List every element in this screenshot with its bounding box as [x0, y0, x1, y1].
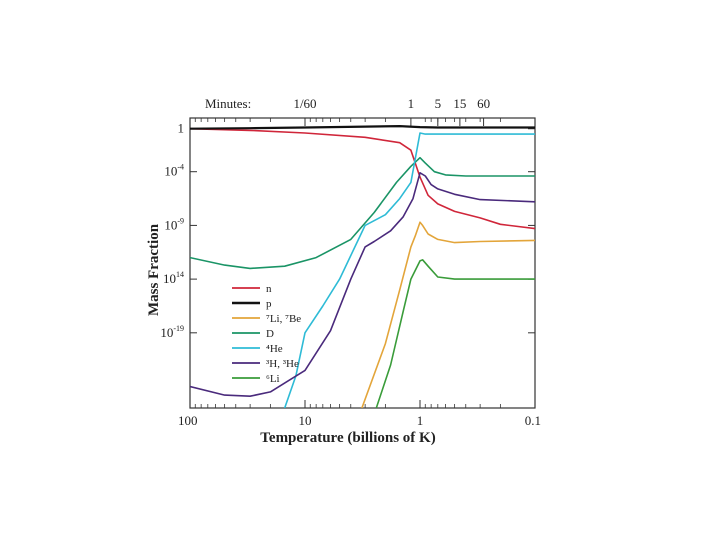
series-line-li-be — [361, 221, 535, 408]
series-line-li — [375, 258, 535, 408]
x-tick-label: 10 — [299, 413, 312, 428]
ticks-layer — [189, 118, 536, 408]
top-tick-label: 15 — [453, 96, 466, 111]
legend-label: ³H, ³He — [266, 358, 299, 370]
y-tick-label: 1 — [178, 121, 185, 136]
top-tick-label: 1/60 — [293, 96, 316, 111]
legend-label: D — [266, 328, 274, 340]
series-line-h-he — [190, 172, 535, 398]
x-tick-label: 1 — [417, 413, 424, 428]
y-axis-title: Mass Fraction — [146, 223, 162, 316]
y-tick-label: 10-4 — [164, 163, 184, 179]
top-axis-label: Minutes: — [205, 96, 251, 111]
legend-label: n — [266, 283, 272, 295]
legend: np ⁷Li, ⁷Be D ⁴He ³H, ³He ⁶Li — [232, 283, 301, 385]
series-line-d — [190, 156, 535, 270]
y-tick-label: 1014 — [163, 270, 184, 286]
legend-label: p — [266, 298, 272, 310]
plot-frame — [189, 117, 536, 409]
x-tick-label: 0.1 — [525, 413, 541, 428]
series-line-p — [190, 124, 535, 130]
y-tick-label: 10-19 — [160, 324, 184, 340]
series-line-he — [283, 132, 535, 408]
x-tick-label: 100 — [178, 413, 198, 428]
legend-label: ⁴He — [266, 343, 283, 355]
y-tick-label: 10-9 — [164, 216, 184, 232]
x-axis-title: Temperature (billions of K) — [260, 430, 435, 446]
legend-label: ⁷Li, ⁷Be — [266, 313, 301, 325]
series-line-n — [190, 127, 535, 230]
legend-label: ⁶Li — [266, 373, 280, 385]
series-layer — [190, 124, 535, 408]
labels-layer: 100 10 1 0.1 1 10-4 10-9 1014 10-19 Minutes: 1/60 1… — [146, 96, 541, 446]
top-tick-label: 60 — [477, 96, 490, 111]
top-tick-label: 5 — [435, 96, 442, 111]
top-tick-label: 1 — [408, 96, 415, 111]
